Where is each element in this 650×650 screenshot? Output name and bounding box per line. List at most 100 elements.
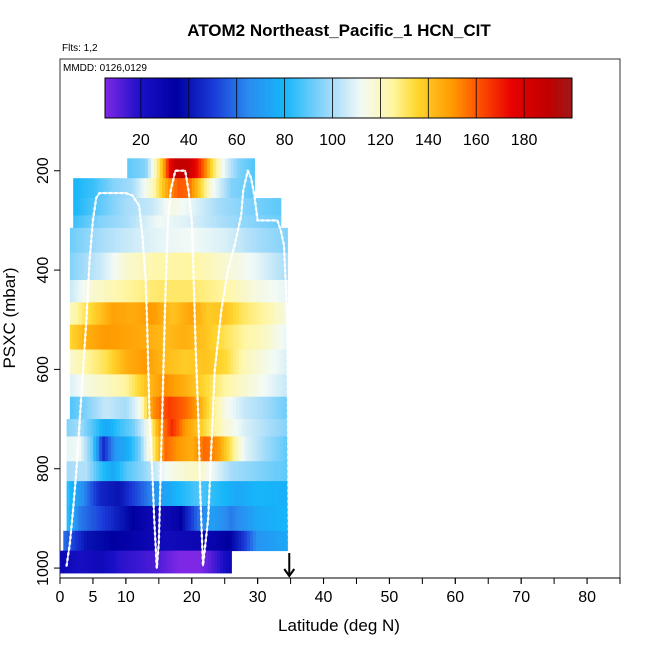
heatmap-cell	[271, 505, 275, 532]
heatmap-cell	[229, 530, 233, 552]
heatmap-cell	[125, 461, 130, 482]
heatmap-cell	[184, 550, 189, 574]
heatmap-cell	[134, 461, 139, 482]
heatmap-cell	[185, 324, 190, 350]
heatmap-cell	[126, 324, 130, 350]
heatmap-cell	[76, 178, 80, 199]
heatmap-cell	[163, 550, 168, 574]
heatmap-cell	[274, 505, 278, 532]
heatmap-cell	[74, 550, 79, 574]
heatmap-cell	[194, 215, 199, 229]
colorbar-segment	[310, 78, 314, 118]
heatmap-cell	[182, 324, 187, 350]
colorbar-segment	[296, 78, 300, 118]
heatmap-cell	[111, 280, 115, 303]
heatmap-cell	[271, 436, 275, 462]
heatmap-cell	[224, 302, 228, 326]
colorbar-segment	[140, 78, 143, 118]
heatmap-cell	[256, 324, 261, 350]
heatmap-cell	[256, 349, 261, 375]
heatmap-cell	[256, 215, 261, 229]
colorbar-segment	[350, 78, 354, 118]
heatmap-cell	[116, 436, 121, 462]
colorbar-segment	[403, 78, 407, 118]
heatmap-cell	[277, 252, 281, 281]
heatmap-cell	[256, 374, 261, 398]
x-tick-label: 50	[381, 589, 399, 606]
heatmap-cell	[119, 550, 123, 574]
heatmap-cell	[161, 252, 166, 281]
heatmap-cell	[119, 505, 124, 532]
heatmap-cell	[185, 227, 190, 254]
heatmap-cell	[102, 349, 107, 375]
heatmap-cell	[134, 481, 139, 507]
heatmap-cell	[220, 436, 225, 462]
heatmap-cell	[69, 302, 74, 326]
heatmap-cell	[188, 419, 192, 437]
heatmap-cell	[135, 227, 139, 254]
heatmap-cell	[188, 436, 192, 462]
heatmap-cell	[247, 505, 251, 532]
heatmap-cell	[87, 349, 92, 375]
heatmap-cell	[280, 324, 284, 350]
heatmap-cell	[202, 505, 207, 532]
heatmap-cell	[75, 481, 80, 507]
heatmap-cell	[146, 302, 151, 326]
heatmap-cell	[123, 280, 127, 303]
heatmap-cell	[170, 436, 174, 462]
heatmap-cell	[81, 302, 86, 326]
colorbar-segment	[266, 78, 269, 118]
flight-track	[65, 166, 291, 569]
heatmap-cell	[117, 215, 122, 229]
heatmap-cell	[152, 280, 157, 303]
heatmap-cell	[167, 461, 171, 482]
heatmap-cell	[274, 302, 279, 326]
heatmap-cell	[72, 324, 77, 350]
heatmap-cell	[105, 419, 109, 437]
colorbar-segment	[541, 78, 545, 118]
colorbar-segment	[529, 78, 533, 118]
heatmap-cell	[98, 530, 103, 552]
colorbar-segment	[406, 78, 410, 118]
heatmap-cell	[81, 252, 86, 281]
heatmap-cell	[179, 178, 184, 199]
heatmap-cell	[125, 481, 130, 507]
heatmap-cell	[105, 396, 110, 420]
heatmap-cell	[153, 158, 158, 179]
colorbar-segment	[527, 78, 531, 118]
colorbar-segment	[128, 78, 132, 118]
heatmap-cell	[211, 481, 216, 507]
heatmap-cell	[283, 505, 287, 532]
heatmap-cell	[102, 215, 107, 229]
heatmap-cell	[152, 396, 157, 420]
heatmap-cell	[232, 302, 237, 326]
heatmap-cell	[182, 396, 187, 420]
heatmap-cell	[155, 530, 159, 552]
heatmap-cell	[179, 252, 184, 281]
heatmap-cell	[262, 252, 267, 281]
heatmap-cell	[283, 349, 287, 375]
heatmap-cell	[60, 550, 64, 574]
heatmap-cell	[191, 302, 195, 326]
heatmap-cell	[93, 349, 98, 375]
colorbar-segment	[156, 78, 160, 118]
heatmap-cell	[140, 419, 145, 437]
heatmap-cell	[144, 252, 148, 281]
heatmap-cell	[150, 198, 154, 216]
heatmap-cell	[274, 374, 279, 398]
heatmap-cell	[247, 481, 251, 507]
heatmap-cell	[262, 215, 267, 229]
heatmap-cell	[206, 215, 211, 229]
heatmap-cell	[238, 349, 243, 375]
heatmap-layer	[69, 374, 288, 398]
heatmap-cell	[162, 158, 167, 179]
heatmap-cell	[188, 324, 193, 350]
heatmap-cell	[81, 324, 86, 350]
heatmap-cell	[211, 461, 216, 482]
heatmap-cell	[111, 227, 115, 254]
heatmap-cell	[93, 505, 97, 532]
colorbar-segment	[189, 78, 192, 118]
colorbar-segment	[133, 78, 136, 118]
heatmap-cell	[238, 280, 243, 303]
